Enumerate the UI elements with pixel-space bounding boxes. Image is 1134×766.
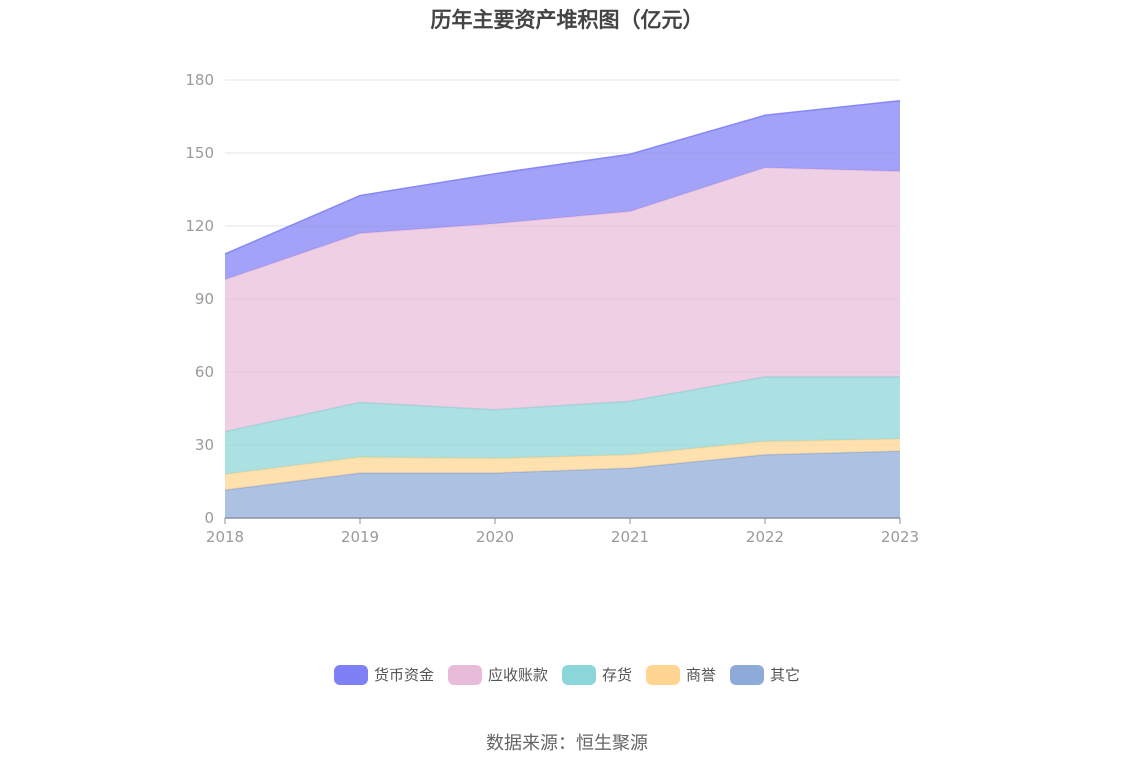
data-source: 数据来源：恒生聚源 xyxy=(486,733,648,754)
stacked-area-chart: 0 30 60 90 120 150 180 2018 2019 2020 2021 2022 2023 xyxy=(185,71,919,546)
x-tick-label: 2020 xyxy=(476,528,514,546)
area-货币资金 xyxy=(225,100,900,280)
y-tick-label: 60 xyxy=(195,363,214,381)
legend-item[interactable]: 应收账款 xyxy=(447,664,548,685)
area-edge-货币资金 xyxy=(224,99,901,255)
area-应收账款 xyxy=(225,167,900,432)
legend-label: 其它 xyxy=(770,666,801,684)
legend-label: 商誉 xyxy=(686,666,717,684)
axes: 0 30 60 90 120 150 180 2018 2019 2020 2021 2022 2023 xyxy=(185,71,919,546)
y-tick-label: 120 xyxy=(185,217,214,235)
legend-swatch xyxy=(447,664,482,685)
area-商誉 xyxy=(225,438,900,491)
legend-label: 货币资金 xyxy=(373,666,434,684)
legend-item[interactable]: 货币资金 xyxy=(333,664,434,685)
area-其它 xyxy=(225,451,900,518)
legend-swatch xyxy=(333,664,368,685)
legend-swatch xyxy=(561,664,596,685)
x-tick-label: 2021 xyxy=(611,528,649,546)
y-tick-label: 180 xyxy=(185,71,214,89)
legend-label: 应收账款 xyxy=(487,666,548,684)
area-series xyxy=(224,99,901,518)
legend-item[interactable]: 商誉 xyxy=(646,664,716,685)
x-tick-label: 2023 xyxy=(881,528,919,546)
x-tick-label: 2019 xyxy=(341,528,379,546)
x-tick-label: 2018 xyxy=(206,528,244,546)
area-存货 xyxy=(225,376,900,475)
legend-item[interactable]: 其它 xyxy=(730,664,800,685)
chart-title: 历年主要资产堆积图（亿元） xyxy=(430,8,704,32)
y-tick-label: 150 xyxy=(185,144,214,162)
chart-legend: 货币资金 应收账款 存货 商誉 其它 xyxy=(0,664,1134,685)
y-tick-label: 90 xyxy=(195,290,214,308)
legend-swatch xyxy=(646,664,680,685)
legend-swatch xyxy=(730,664,765,685)
y-tick-label: 30 xyxy=(195,436,214,454)
y-tick-label: 0 xyxy=(204,509,214,527)
legend-item[interactable]: 存货 xyxy=(561,664,632,685)
area-edge-存货 xyxy=(224,376,900,433)
legend-label: 存货 xyxy=(601,666,632,684)
x-tick-label: 2022 xyxy=(746,528,784,546)
